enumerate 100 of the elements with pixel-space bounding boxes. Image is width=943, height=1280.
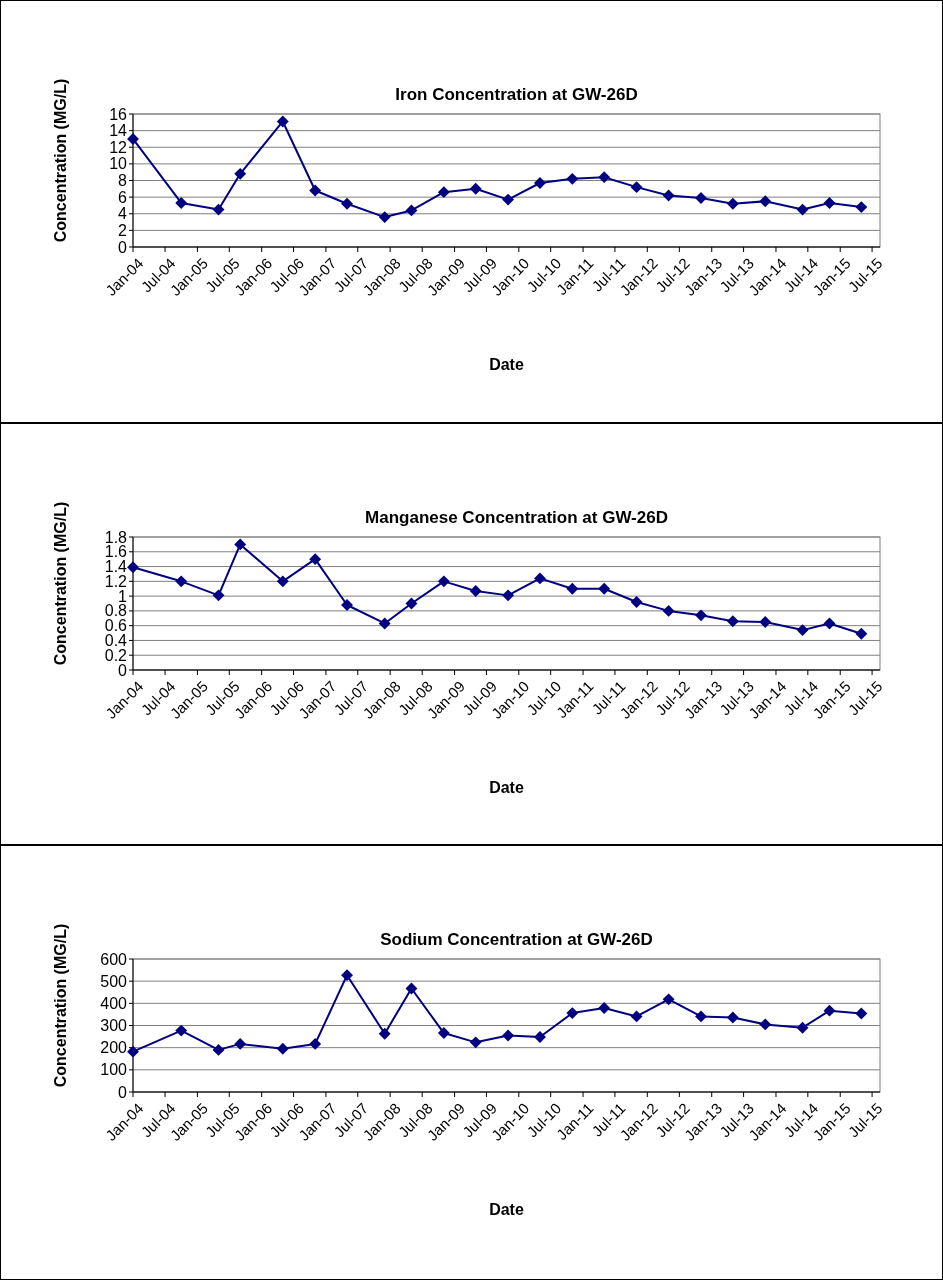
point	[378, 211, 391, 224]
point	[405, 597, 418, 610]
y-tick-label: 600	[100, 950, 128, 968]
y-tick-label: 1.8	[104, 528, 128, 546]
chart-title: Manganese Concentration at GW-26D	[365, 508, 668, 527]
point	[469, 1036, 482, 1049]
point	[234, 538, 247, 551]
point	[823, 197, 836, 209]
point	[630, 1010, 643, 1023]
y-tick-label: 0.8	[104, 602, 128, 620]
point	[796, 203, 809, 216]
point	[726, 1011, 739, 1024]
point	[341, 599, 353, 611]
point	[212, 203, 225, 216]
y-tick-label: 100	[100, 1061, 128, 1079]
x-axis-title: Date	[489, 779, 524, 796]
point	[855, 201, 868, 214]
point	[566, 1007, 579, 1020]
y-tick-label: 1.6	[104, 543, 128, 561]
y-axis-title: Concentration (MG/L)	[52, 501, 69, 666]
point	[276, 115, 289, 128]
point	[855, 627, 868, 640]
y-tick-label: 0	[118, 1083, 128, 1101]
y-tick-label: 400	[100, 994, 128, 1012]
point	[405, 982, 418, 995]
point	[759, 195, 772, 208]
point	[175, 1024, 188, 1037]
point	[855, 1007, 868, 1020]
point	[341, 969, 353, 982]
point	[759, 1018, 772, 1031]
point	[378, 617, 391, 630]
point	[309, 1037, 322, 1050]
point	[695, 1010, 707, 1023]
point	[502, 589, 515, 602]
y-tick-label: 6	[118, 188, 128, 206]
point	[127, 561, 139, 574]
point	[662, 604, 675, 617]
point	[534, 1031, 546, 1043]
point	[175, 197, 188, 209]
point	[502, 1029, 515, 1042]
point	[437, 1027, 450, 1039]
y-tick-label: 10	[109, 155, 128, 173]
point	[726, 615, 739, 628]
x-axis-title: Date	[489, 1201, 524, 1218]
point	[127, 1045, 139, 1058]
chart-title: Iron Concentration at GW-26D	[395, 85, 638, 104]
point	[796, 1021, 809, 1034]
point	[566, 582, 579, 595]
y-tick-label: 0	[118, 661, 128, 679]
y-tick-label: 16	[109, 105, 128, 123]
point	[502, 193, 515, 206]
point	[726, 197, 739, 210]
point	[405, 204, 418, 217]
point	[437, 575, 450, 588]
point	[175, 575, 188, 588]
y-tick-label: 4	[118, 205, 128, 223]
point	[598, 1002, 611, 1014]
y-tick-label: 0	[118, 238, 128, 256]
point	[469, 585, 482, 597]
y-tick-label: 1	[118, 587, 128, 605]
x-axis-title: Date	[489, 356, 524, 373]
point	[309, 184, 322, 197]
point	[796, 624, 809, 637]
point	[234, 1037, 247, 1050]
point	[234, 167, 247, 180]
point	[534, 177, 546, 189]
point	[759, 616, 772, 628]
y-tick-label: 0.6	[104, 617, 128, 635]
point	[378, 1027, 391, 1040]
point	[276, 575, 289, 588]
point	[630, 596, 643, 608]
point	[437, 186, 450, 199]
point	[309, 553, 322, 566]
point	[469, 182, 482, 195]
y-tick-label: 2	[118, 221, 128, 239]
point	[127, 133, 139, 145]
point	[566, 172, 579, 185]
y-axis-title: Concentration (MG/L)	[52, 78, 69, 243]
point	[212, 589, 225, 602]
point	[662, 993, 675, 1006]
y-tick-label: 8	[118, 172, 128, 190]
chart-title: Sodium Concentration at GW-26D	[380, 930, 653, 949]
point	[823, 617, 836, 630]
point	[212, 1043, 225, 1056]
point	[695, 609, 707, 622]
point	[534, 572, 546, 585]
point	[630, 181, 643, 194]
point	[276, 1042, 289, 1055]
y-tick-label: 300	[100, 1017, 128, 1035]
point	[598, 171, 611, 184]
y-tick-label: 200	[100, 1039, 128, 1057]
point	[341, 197, 353, 210]
y-tick-label: 12	[109, 138, 128, 156]
point	[695, 192, 707, 204]
y-axis-title: Concentration (MG/L)	[52, 923, 69, 1088]
point	[823, 1004, 836, 1017]
point	[598, 582, 611, 595]
y-tick-label: 14	[109, 122, 128, 140]
y-tick-label: 500	[100, 972, 128, 990]
point	[662, 189, 675, 202]
